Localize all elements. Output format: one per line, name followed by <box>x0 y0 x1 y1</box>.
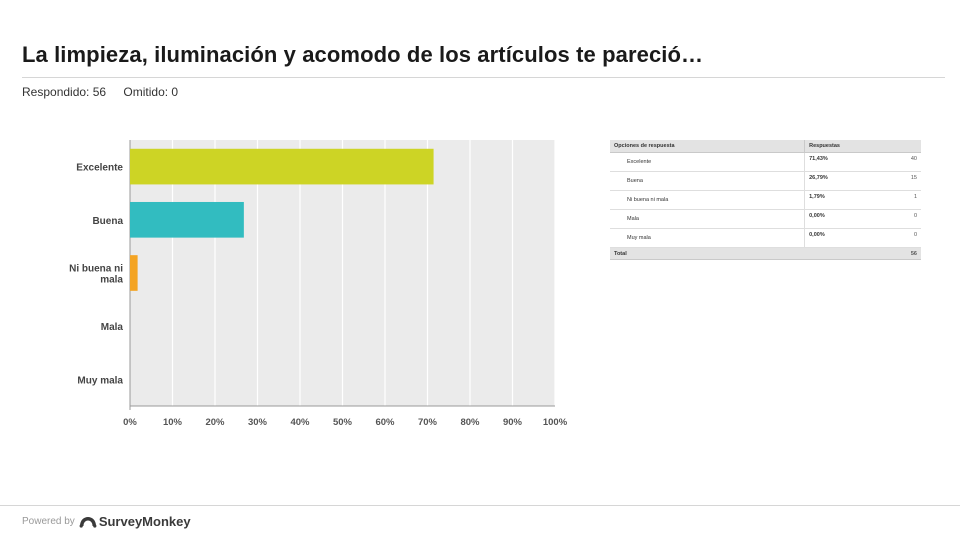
percent-cell: 71,43% <box>804 152 882 172</box>
x-tick-label: 20% <box>205 417 225 428</box>
count-cell: 40 <box>881 152 921 172</box>
percent-cell: 0,00% <box>804 228 882 248</box>
percent-cell: 26,79% <box>804 171 882 191</box>
x-tick-label: 80% <box>460 417 480 428</box>
count-cell: 0 <box>881 228 921 248</box>
x-tick-label: 100% <box>543 417 568 428</box>
category-label: Mala <box>101 322 124 333</box>
x-tick-label: 60% <box>375 417 395 428</box>
response-stats: Respondido: 56 Omitido: 0 <box>22 85 192 99</box>
category-label: Excelente <box>76 163 123 174</box>
total-label: Total <box>610 247 805 260</box>
x-tick-label: 30% <box>248 417 268 428</box>
x-tick-label: 10% <box>163 417 183 428</box>
total-spacer <box>804 247 882 260</box>
total-count: 56 <box>881 247 921 260</box>
category-label: Ni buena ni <box>69 264 123 275</box>
brand-name: SurveyMonkey <box>98 514 191 529</box>
table-row: Muy mala 0,00% 0 <box>610 228 921 248</box>
options-column-header: Opciones de respuesta <box>610 140 805 153</box>
surveymonkey-logo[interactable]: SurveyMonkey <box>79 514 191 529</box>
footer-divider <box>0 505 960 506</box>
responses-table: Opciones de respuesta Respuestas Excelen… <box>610 140 921 260</box>
footer: Powered by SurveyMonkey <box>22 514 191 529</box>
bar-ni-buena-ni-mala <box>130 255 138 291</box>
percent-cell: 0,00% <box>804 209 882 229</box>
option-cell: Ni buena ni mala <box>610 190 805 210</box>
percent-cell: 1,79% <box>804 190 882 210</box>
table-header-row: Opciones de respuesta Respuestas <box>610 140 921 153</box>
option-cell: Buena <box>610 171 805 191</box>
bar-buena <box>130 201 244 238</box>
count-cell: 15 <box>881 171 921 191</box>
powered-by-text: Powered by <box>22 516 75 527</box>
title-divider <box>22 77 945 78</box>
x-tick-label: 0% <box>123 417 137 428</box>
x-tick-label: 90% <box>503 417 523 428</box>
responses-column-header: Respuestas <box>804 140 921 153</box>
option-cell: Excelente <box>610 152 805 172</box>
count-cell: 1 <box>881 190 921 210</box>
table-row: Buena 26,79% 15 <box>610 171 921 191</box>
x-tick-label: 40% <box>290 417 310 428</box>
table-row: Mala 0,00% 0 <box>610 209 921 229</box>
x-tick-label: 70% <box>418 417 438 428</box>
x-tick-label: 50% <box>333 417 353 428</box>
page-title: La limpieza, iluminación y acomodo de lo… <box>22 42 704 67</box>
option-cell: Mala <box>610 209 805 229</box>
category-label: Muy mala <box>77 375 123 386</box>
total-row: Total 56 <box>610 247 921 260</box>
table-row: Ni buena ni mala 1,79% 1 <box>610 190 921 210</box>
table-row: Excelente 71,43% 40 <box>610 152 921 172</box>
bar-excelente <box>130 148 434 185</box>
category-label: Buena <box>92 216 123 227</box>
count-cell: 0 <box>881 209 921 229</box>
answered-count: Respondido: 56 <box>22 85 107 99</box>
option-cell: Muy mala <box>610 228 805 248</box>
skipped-count: Omitido: 0 <box>123 85 179 99</box>
category-label: mala <box>100 275 123 286</box>
monkey-icon <box>79 516 97 528</box>
